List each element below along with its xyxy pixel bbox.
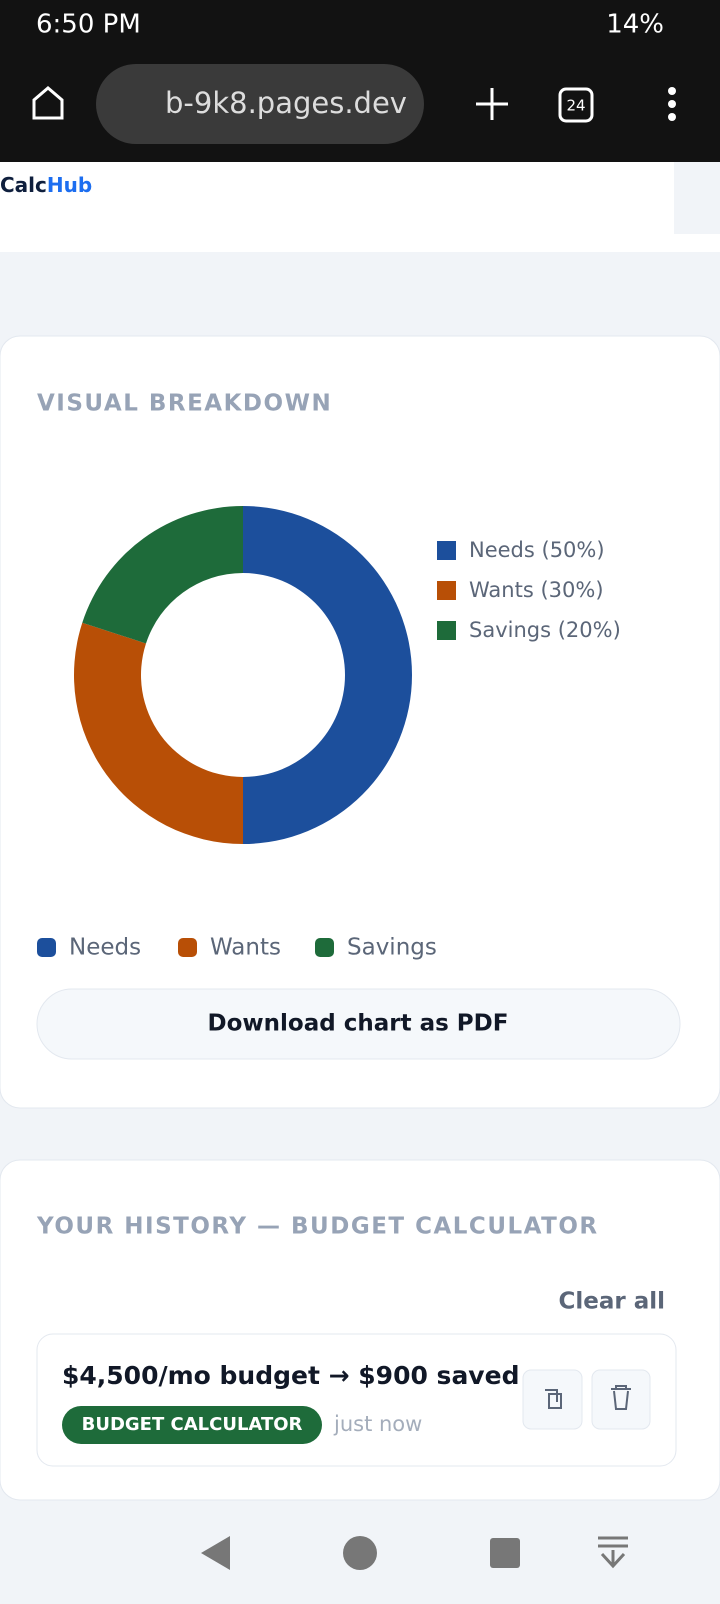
section-title: VISUAL BREAKDOWN — [37, 391, 332, 417]
clear-all[interactable]: Clear all — [558, 1289, 665, 1315]
back[interactable] — [201, 1536, 230, 1570]
donut-chart — [73, 506, 412, 844]
legend-dot — [37, 938, 56, 957]
legend-dot — [315, 938, 334, 957]
history-summary: $4,500/mo budget → $900 saved — [62, 1361, 519, 1390]
copy-icon — [545, 1389, 562, 1409]
delete-button[interactable] — [591, 1369, 651, 1430]
legend-dot — [178, 938, 197, 957]
url: b-9k8.pages.dev — [165, 86, 407, 120]
logo: CalcHub — [0, 173, 92, 197]
copy-button[interactable] — [522, 1369, 583, 1430]
legend-category: Wants — [210, 935, 281, 961]
home-button[interactable] — [32, 86, 64, 120]
download-label: Download chart as PDF — [208, 1011, 509, 1037]
legend-swatch — [437, 581, 456, 600]
legend-label: Needs (50%) — [469, 538, 605, 562]
legend-label: Wants (30%) — [469, 578, 604, 602]
legend-swatch — [437, 621, 456, 640]
legend-category: Needs — [69, 935, 141, 961]
home[interactable] — [343, 1536, 377, 1570]
tabs-button[interactable] — [558, 87, 594, 123]
history-title: YOUR HISTORY — BUDGET CALCULATOR — [36, 1214, 599, 1240]
delete-icon — [611, 1385, 631, 1410]
recents[interactable] — [490, 1538, 520, 1568]
legend-swatch — [437, 541, 456, 560]
legend-category: Savings — [347, 935, 437, 961]
url-bar[interactable] — [96, 64, 424, 144]
badge-label: BUDGET CALCULATOR — [82, 1414, 303, 1435]
tab-count: 24 — [566, 97, 585, 115]
slice — [82, 506, 243, 644]
collapse[interactable] — [598, 1536, 628, 1569]
clock: 6:50 PM — [36, 10, 141, 40]
legend: Needs (50%) Needs Wants (30%) Wants Savings … — [37, 538, 621, 961]
history-time: just now — [333, 1412, 422, 1436]
new-tab[interactable] — [476, 88, 508, 120]
battery: 14% — [606, 10, 664, 40]
header — [0, 162, 674, 234]
card-bottom — [0, 234, 720, 252]
slice — [243, 506, 412, 844]
menu[interactable] — [668, 87, 676, 121]
slice — [73, 622, 244, 844]
download-button[interactable] — [36, 988, 681, 1060]
badge — [62, 1406, 322, 1444]
legend-label: Savings (20%) — [469, 618, 621, 642]
